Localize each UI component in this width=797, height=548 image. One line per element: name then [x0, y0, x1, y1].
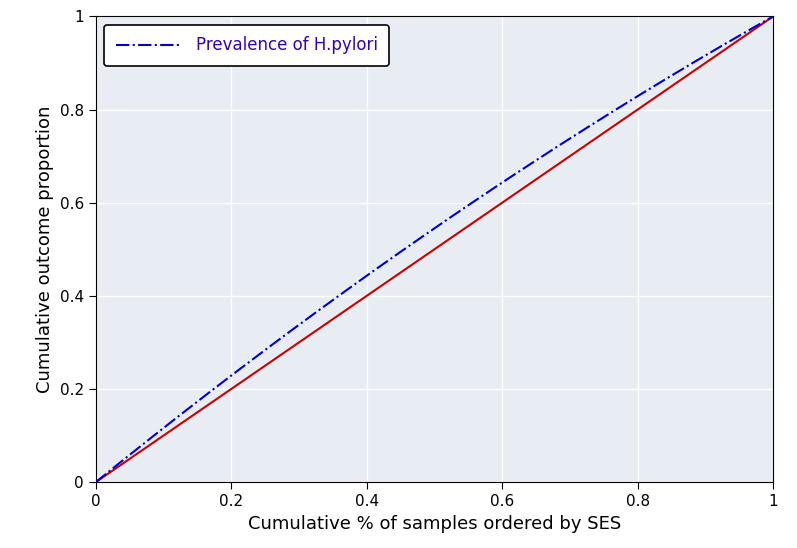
Prevalence of H.pylori [91, 479, 100, 486]
Prevalence of H.pylori [413, 237, 422, 243]
Legend: Prevalence of H.pylori: Prevalence of H.pylori [104, 25, 389, 66]
Prevalence of H.pylori [457, 206, 467, 213]
Prevalence of H.pylori [768, 13, 778, 20]
Prevalence of H.pylori [417, 234, 426, 241]
Prevalence of H.pylori [494, 181, 504, 188]
Line: Prevalence of H.pylori: Prevalence of H.pylori [96, 16, 773, 482]
X-axis label: Cumulative % of samples ordered by SES: Cumulative % of samples ordered by SES [248, 515, 621, 533]
Y-axis label: Cumulative outcome proportion: Cumulative outcome proportion [36, 106, 54, 393]
Prevalence of H.pylori [752, 22, 762, 29]
Prevalence of H.pylori [646, 85, 656, 92]
